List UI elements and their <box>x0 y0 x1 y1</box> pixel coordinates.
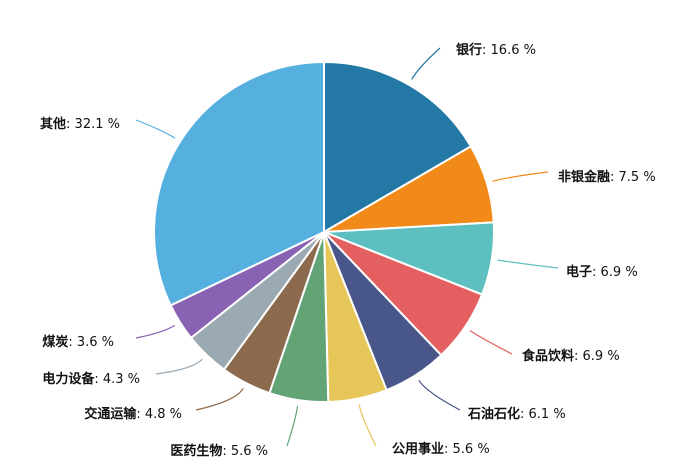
pie-slices <box>153 61 495 403</box>
leader-line-交通运输 <box>195 387 244 411</box>
slice-label-食品饮料: 食品饮料: 6.9 % <box>522 348 620 364</box>
slice-label-交通运输: 交通运输: 4.8 % <box>84 406 182 422</box>
pie-slice-银行 <box>323 61 472 233</box>
leader-line-其他 <box>135 119 176 139</box>
slice-label-电力设备: 电力设备: 4.3 % <box>42 371 140 387</box>
leader-line-食品饮料 <box>469 330 513 355</box>
slice-label-医药生物: 医药生物: 5.6 % <box>170 443 268 459</box>
slice-label-银行: 银行: 16.6 % <box>456 42 536 58</box>
leader-line-公用事业 <box>358 404 377 447</box>
slice-label-非银金融: 非银金融: 7.5 % <box>558 169 656 185</box>
slice-label-其他: 其他: 32.1 % <box>40 116 120 132</box>
slice-label-煤炭: 煤炭: 3.6 % <box>42 334 114 350</box>
pie-slice-其他 <box>153 61 325 307</box>
leader-line-电子 <box>497 259 559 269</box>
leader-line-石油石化 <box>418 379 461 411</box>
leader-line-银行 <box>411 47 441 80</box>
leader-line-电力设备 <box>155 358 203 375</box>
slice-labels: 银行: 16.6 % 非银金融: 7.5 % 电子: 6.9 % 食品饮料: 6.9 … <box>40 42 656 459</box>
leader-line-医药生物 <box>286 405 299 447</box>
slice-label-电子: 电子: 6.9 % <box>566 264 638 280</box>
leader-line-非银金融 <box>492 171 549 182</box>
leader-line-煤炭 <box>135 324 176 339</box>
leader-lines <box>135 47 559 447</box>
slice-label-公用事业: 公用事业: 5.6 % <box>392 441 490 457</box>
slice-label-石油石化: 石油石化: 6.1 % <box>467 406 566 422</box>
